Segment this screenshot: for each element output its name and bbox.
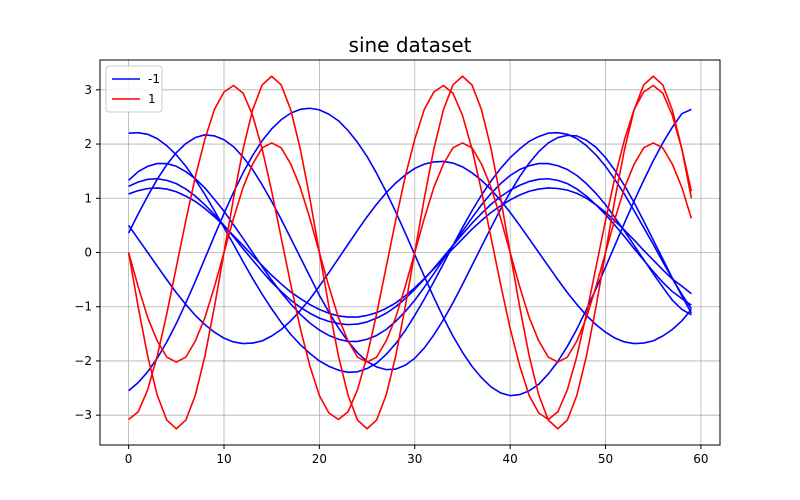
y-tick-label: −2 xyxy=(74,354,92,368)
legend-label: -1 xyxy=(148,72,160,86)
y-tick-label: 3 xyxy=(84,83,92,97)
x-tick-label: 0 xyxy=(125,452,133,466)
series-line-class-neg1-4 xyxy=(127,160,692,345)
axis-ticks: 0 10 20 30 40 50 60 −3 −2 −1 0 1 2 3 xyxy=(74,83,708,466)
x-tick-label: 40 xyxy=(503,452,518,466)
x-tick-label: 50 xyxy=(598,452,613,466)
legend-label: 1 xyxy=(148,92,156,106)
legend: -11 xyxy=(105,65,163,113)
series-line-class-neg1-3 xyxy=(128,187,692,318)
series-line-class-1-8 xyxy=(127,75,693,430)
y-tick-label: 0 xyxy=(84,246,92,260)
grid-lines xyxy=(100,60,720,445)
series-line-class-neg1-1 xyxy=(128,162,692,343)
x-tick-label: 20 xyxy=(312,452,327,466)
series-line-class-neg1-6 xyxy=(128,107,692,397)
y-tick-label: −1 xyxy=(74,300,92,314)
series-line-class-1-9 xyxy=(128,84,693,421)
x-tick-label: 30 xyxy=(407,452,422,466)
y-tick-label: −3 xyxy=(74,408,92,422)
x-tick-label: 10 xyxy=(216,452,231,466)
legend-box xyxy=(105,65,163,113)
series-line-class-neg1-2 xyxy=(128,177,692,326)
series-group xyxy=(127,75,693,430)
y-tick-label: 1 xyxy=(84,191,92,205)
y-tick-label: 2 xyxy=(84,137,92,151)
x-tick-label: 60 xyxy=(693,452,708,466)
chart-title: sine dataset xyxy=(349,33,472,57)
series-line-class-neg1-5 xyxy=(127,134,693,371)
